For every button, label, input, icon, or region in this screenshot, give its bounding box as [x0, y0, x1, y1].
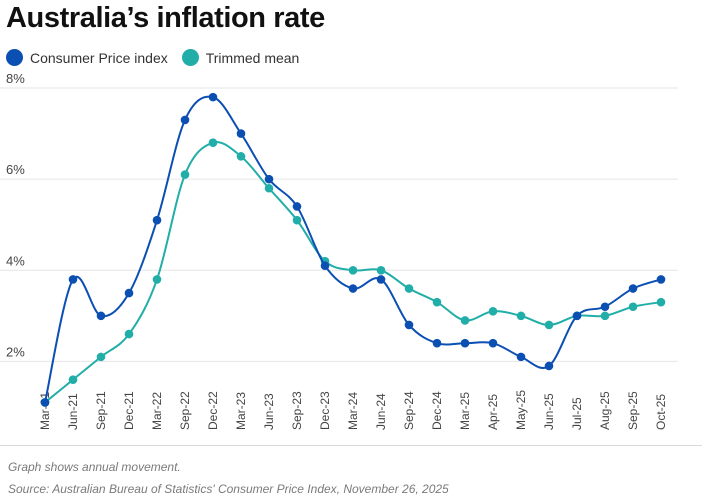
data-point-trimmed-mean: [460, 316, 470, 325]
data-point-trimmed-mean: [376, 265, 386, 275]
y-tick-label: 4%: [6, 253, 25, 268]
data-point-cpi: [236, 129, 246, 138]
data-point-cpi: [516, 352, 526, 362]
data-point-trimmed-mean: [208, 138, 218, 147]
data-point-cpi: [348, 284, 358, 293]
data-point-trimmed-mean: [152, 275, 162, 284]
x-tick-label: Mar-22: [150, 392, 164, 430]
data-point-cpi: [488, 338, 498, 348]
x-tick-label: Dec-23: [318, 391, 332, 430]
y-tick-label: 8%: [6, 71, 25, 86]
y-tick-label: 2%: [6, 344, 25, 359]
x-tick-label: Aug-25: [598, 391, 612, 430]
data-point-cpi: [40, 398, 50, 407]
data-point-cpi: [460, 338, 470, 348]
data-point-cpi: [404, 320, 414, 330]
x-tick-label: Dec-22: [206, 391, 220, 430]
legend-item-cpi: Consumer Price index: [6, 49, 168, 66]
x-tick-label: Mar-24: [346, 392, 360, 430]
data-point-trimmed-mean: [488, 307, 498, 316]
legend-item-trimmed-mean: Trimmed mean: [181, 49, 300, 66]
data-point-cpi: [264, 174, 274, 184]
data-point-cpi: [180, 115, 190, 125]
legend-marker-cpi: [6, 49, 23, 66]
data-point-trimmed-mean: [404, 284, 414, 293]
x-tick-label: Jun-21: [66, 393, 80, 430]
data-point-trimmed-mean: [600, 311, 610, 321]
x-tick-label: Mar-23: [234, 392, 248, 430]
data-point-trimmed-mean: [656, 297, 666, 307]
x-tick-label: Sep-24: [402, 391, 416, 430]
line-chart: 2%4%6%8%Mar-21 Jun-21 Sep-21 Dec-21 Mar-22 Se…: [0, 71, 678, 430]
x-tick-label: Oct-25: [654, 394, 668, 430]
x-tick-label: Dec-24: [430, 391, 444, 430]
legend-label-cpi: Consumer Price index: [30, 49, 168, 66]
data-point-cpi: [376, 275, 386, 284]
chart-legend: Consumer Price index Trimmed mean: [6, 49, 313, 66]
data-point-trimmed-mean: [628, 302, 638, 312]
x-tick-label: Mar-25: [458, 392, 472, 430]
footer-divider: [0, 445, 702, 446]
series-line-cpi: [44, 95, 662, 403]
x-tick-label: Sep-21: [94, 391, 108, 430]
data-point-trimmed-mean: [348, 265, 358, 275]
x-tick-label: Sep-23: [290, 391, 304, 430]
data-point-cpi: [208, 92, 218, 102]
legend-marker-trimmed-mean: [181, 49, 199, 66]
data-point-cpi: [320, 261, 330, 271]
x-tick-label: Dec-21: [122, 391, 136, 430]
data-point-trimmed-mean: [236, 152, 246, 161]
x-tick-label: Jun-24: [374, 393, 388, 430]
chart-title: Australia’s inflation rate: [6, 2, 325, 34]
data-point-trimmed-mean: [180, 170, 190, 179]
data-point-cpi: [544, 361, 554, 371]
graph-note: Graph shows annual movement.: [8, 460, 181, 474]
data-point-trimmed-mean: [96, 352, 106, 362]
x-tick-label: May-25: [514, 390, 528, 430]
x-tick-label: Jun-25: [542, 393, 556, 430]
data-point-cpi: [628, 284, 638, 293]
data-point-trimmed-mean: [516, 311, 526, 321]
data-point-cpi: [656, 275, 666, 284]
data-point-cpi: [68, 275, 78, 284]
data-point-trimmed-mean: [124, 329, 134, 339]
x-tick-label: Apr-25: [486, 394, 500, 430]
data-point-cpi: [96, 311, 106, 321]
x-tick-label: Jul-25: [570, 397, 584, 430]
data-point-trimmed-mean: [68, 375, 78, 384]
x-tick-label: Jun-23: [262, 393, 276, 430]
data-point-trimmed-mean: [264, 183, 274, 193]
data-point-cpi: [572, 311, 582, 321]
x-tick-label: Sep-22: [178, 391, 192, 430]
data-point-trimmed-mean: [292, 215, 302, 225]
x-tick-label: Sep-25: [626, 391, 640, 430]
source-note: Source: Australian Bureau of Statistics'…: [8, 482, 449, 496]
y-tick-label: 6%: [6, 162, 25, 177]
data-point-cpi: [432, 338, 442, 348]
data-point-trimmed-mean: [544, 320, 554, 330]
data-point-cpi: [600, 302, 610, 312]
data-point-trimmed-mean: [432, 297, 442, 307]
data-point-cpi: [152, 215, 162, 225]
data-point-cpi: [124, 288, 134, 298]
data-point-cpi: [292, 202, 302, 211]
legend-label-trimmed-mean: Trimmed mean: [205, 49, 300, 66]
